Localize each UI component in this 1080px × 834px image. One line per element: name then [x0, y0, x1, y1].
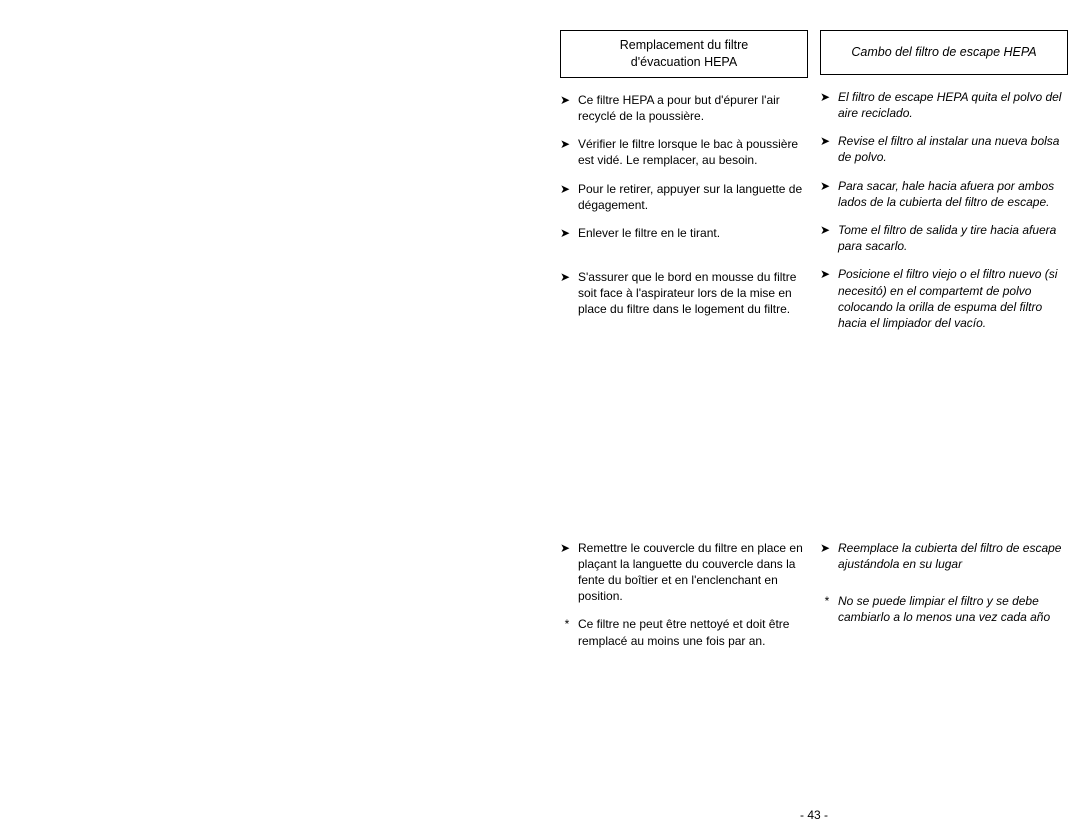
list-item: ➤ Vérifier le filtre lorsque le bac à po…: [560, 136, 808, 168]
title-line-1: Remplacement du filtre: [620, 38, 749, 52]
list-item: ➤ Pour le retirer, appuyer sur la langue…: [560, 181, 808, 213]
arrow-icon: ➤: [560, 92, 578, 108]
item-text: El filtro de escape HEPA quita el polvo …: [838, 89, 1068, 121]
list-item: ➤ El filtro de escape HEPA quita el polv…: [820, 89, 1068, 121]
arrow-icon: ➤: [820, 222, 838, 238]
gap-spacer: [820, 343, 1068, 540]
arrow-icon: ➤: [560, 269, 578, 285]
list-item: ➤ Enlever le filtre en le tirant.: [560, 225, 808, 241]
arrow-icon: ➤: [560, 136, 578, 152]
arrow-icon: ➤: [820, 178, 838, 194]
title-line-2: d'évacuation HEPA: [631, 55, 737, 69]
item-text: Para sacar, hale hacia afuera por ambos …: [838, 178, 1068, 210]
item-text: Tome el filtro de salida y tire hacia af…: [838, 222, 1068, 254]
section-title-right: Cambo del filtro de escape HEPA: [820, 30, 1068, 75]
arrow-icon: ➤: [560, 181, 578, 197]
arrow-icon: ➤: [820, 133, 838, 149]
item-text: S'assurer que le bord en mousse du filtr…: [578, 269, 808, 318]
item-text: Reemplace la cubierta del filtro de esca…: [838, 540, 1068, 572]
note-text: Ce filtre ne peut être nettoyé et doit ê…: [578, 616, 808, 648]
list-item: ➤ Ce filtre HEPA a pour but d'épurer l'a…: [560, 92, 808, 124]
instruction-list-left: ➤ Ce filtre HEPA a pour but d'épurer l'a…: [560, 92, 808, 318]
arrow-icon: ➤: [820, 540, 838, 556]
title-text: Cambo del filtro de escape HEPA: [851, 45, 1036, 59]
note-item: * Ce filtre ne peut être nettoyé et doit…: [560, 616, 808, 648]
list-item: ➤ S'assurer que le bord en mousse du fil…: [560, 269, 808, 318]
item-text: Revise el filtro al instalar una nueva b…: [838, 133, 1068, 165]
gap-spacer: [560, 330, 808, 540]
list-item: ➤ Posicione el filtro viejo o el filtro …: [820, 266, 1068, 331]
list-item: ➤ Revise el filtro al instalar una nueva…: [820, 133, 1068, 165]
asterisk-icon: *: [820, 593, 838, 609]
page-number-text: - 43 -: [800, 808, 828, 822]
manual-page: Remplacement du filtre d'évacuation HEPA…: [560, 30, 1068, 661]
arrow-icon: ➤: [820, 89, 838, 105]
list-item: ➤ Tome el filtro de salida y tire hacia …: [820, 222, 1068, 254]
asterisk-icon: *: [560, 616, 578, 632]
arrow-icon: ➤: [560, 540, 578, 556]
note-item: * No se puede limpiar el filtro y se deb…: [820, 593, 1068, 625]
item-text: Vérifier le filtre lorsque le bac à pous…: [578, 136, 808, 168]
section-title-left: Remplacement du filtre d'évacuation HEPA: [560, 30, 808, 78]
arrow-icon: ➤: [820, 266, 838, 282]
list-item: ➤ Para sacar, hale hacia afuera por ambo…: [820, 178, 1068, 210]
list-item: ➤ Remettre le couvercle du filtre en pla…: [560, 540, 808, 605]
instruction-list-right-2: ➤ Reemplace la cubierta del filtro de es…: [820, 540, 1068, 625]
item-text: Ce filtre HEPA a pour but d'épurer l'air…: [578, 92, 808, 124]
page-number: - 43 -: [560, 808, 1068, 822]
list-item: ➤ Reemplace la cubierta del filtro de es…: [820, 540, 1068, 572]
item-text: Enlever le filtre en le tirant.: [578, 225, 808, 241]
arrow-icon: ➤: [560, 225, 578, 241]
instruction-list-right: ➤ El filtro de escape HEPA quita el polv…: [820, 89, 1068, 331]
instruction-list-left-2: ➤ Remettre le couvercle du filtre en pla…: [560, 540, 808, 649]
item-text: Posicione el filtro viejo o el filtro nu…: [838, 266, 1068, 331]
two-column-layout: Remplacement du filtre d'évacuation HEPA…: [560, 30, 1068, 661]
note-text: No se puede limpiar el filtro y se debe …: [838, 593, 1068, 625]
item-text: Remettre le couvercle du filtre en place…: [578, 540, 808, 605]
spanish-column: Cambo del filtro de escape HEPA ➤ El fil…: [820, 30, 1068, 661]
item-text: Pour le retirer, appuyer sur la languett…: [578, 181, 808, 213]
french-column: Remplacement du filtre d'évacuation HEPA…: [560, 30, 808, 661]
